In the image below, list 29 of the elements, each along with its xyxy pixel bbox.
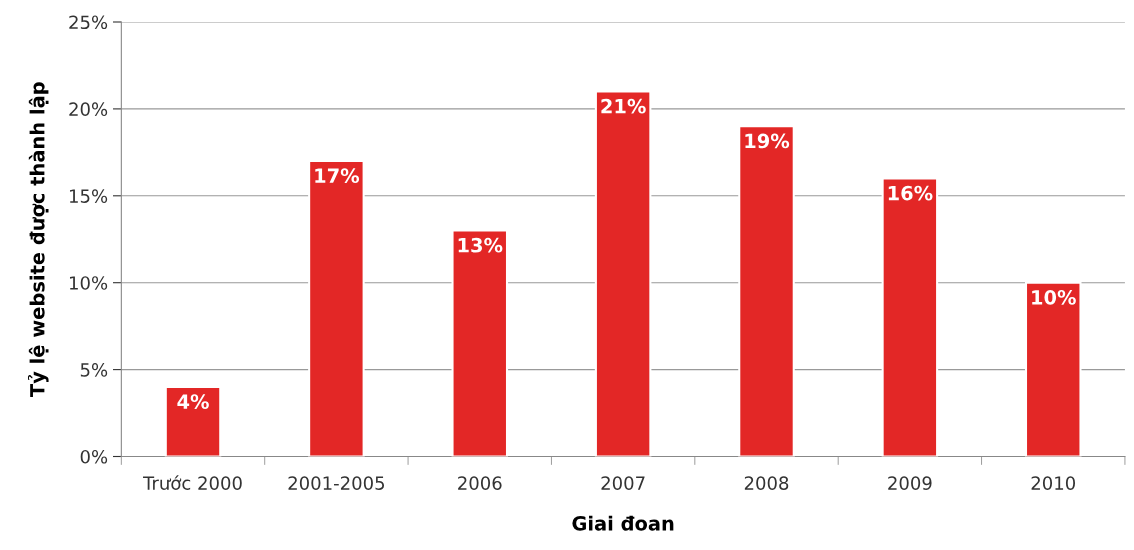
- data-label: 16%: [888, 185, 933, 201]
- x-tick-label: 2010: [1031, 476, 1076, 490]
- data-label: 17%: [315, 168, 360, 184]
- data-label: 21%: [601, 98, 646, 114]
- y-tick-label: 15%: [70, 189, 108, 203]
- y-tick-label: 5%: [80, 363, 108, 377]
- y-tick-label: 20%: [69, 102, 108, 117]
- x-tick-label: 2009: [888, 476, 932, 490]
- x-tick-label: 2007: [601, 476, 645, 490]
- bar: [1024, 281, 1082, 457]
- x-tick-label: 2006: [458, 476, 502, 490]
- data-label: 13%: [458, 237, 503, 253]
- bar: [738, 125, 795, 457]
- x-tick-label: Trước 2000: [143, 475, 242, 490]
- y-axis-title: Tỷ lệ website được thành lập: [27, 82, 49, 398]
- bar: [594, 90, 652, 457]
- y-tick-label: 10%: [70, 276, 108, 290]
- data-label: 19%: [745, 133, 790, 149]
- bar: [164, 385, 222, 457]
- bar: [881, 177, 939, 457]
- y-tick-label: 25%: [69, 15, 108, 30]
- data-label: 10%: [1032, 290, 1076, 305]
- x-tick-label: 2008: [744, 476, 789, 490]
- x-axis-title: Giai đoan: [572, 515, 674, 531]
- bar: [451, 229, 509, 457]
- bar: [308, 160, 365, 457]
- y-tick-label: 0%: [80, 449, 108, 464]
- data-label: 4%: [177, 394, 209, 409]
- x-tick-label: 2001-2005: [288, 476, 385, 490]
